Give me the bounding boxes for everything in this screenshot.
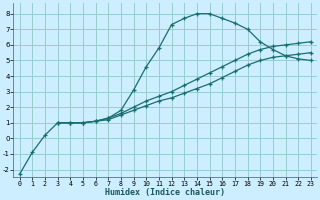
X-axis label: Humidex (Indice chaleur): Humidex (Indice chaleur)	[105, 188, 225, 197]
